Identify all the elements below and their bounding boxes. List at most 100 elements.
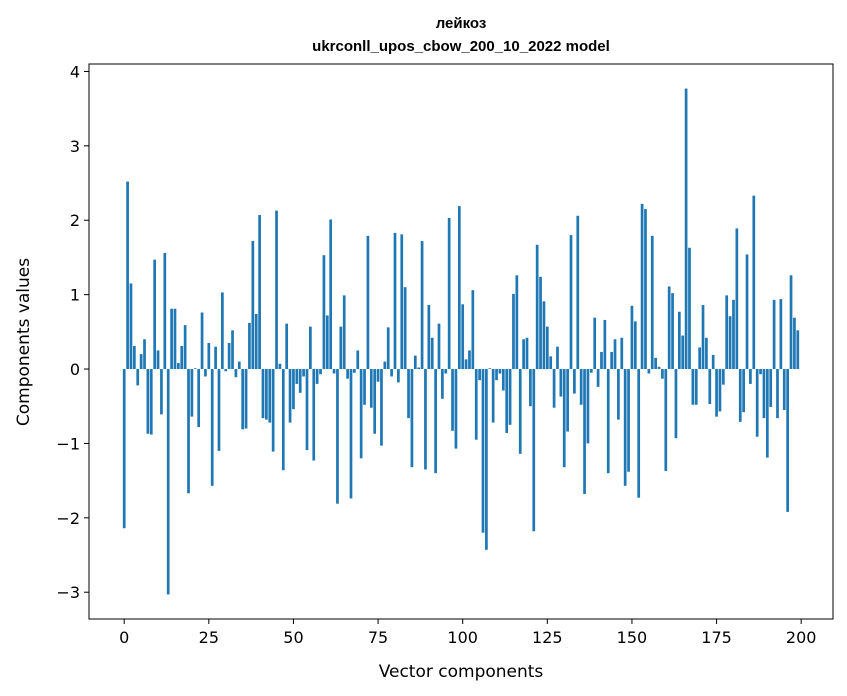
bar-component-177 [721, 369, 725, 385]
bar-component-28 [217, 369, 221, 451]
bar-component-147 [620, 337, 624, 370]
bar-component-50 [292, 369, 295, 410]
bar-component-82 [400, 234, 404, 370]
bar-component-60 [325, 315, 329, 370]
x-tick-label: 125 [532, 628, 563, 647]
plot-frame [88, 63, 834, 620]
bar-component-0 [122, 369, 126, 529]
bar-component-197 [789, 275, 793, 370]
bar-component-123 [539, 276, 542, 370]
bar-component-17 [180, 345, 184, 370]
bar-component-30 [224, 369, 228, 372]
y-tick-label: 1 [70, 286, 80, 305]
bar-component-24 [204, 369, 207, 377]
bar-component-79 [390, 369, 393, 377]
bar-component-192 [772, 299, 776, 370]
bar-component-171 [701, 305, 705, 370]
bar-component-127 [552, 369, 556, 408]
bar-component-101 [464, 359, 468, 370]
y-tick-label: −2 [56, 509, 80, 528]
bar-component-185 [749, 369, 752, 384]
bar-component-174 [711, 354, 715, 370]
x-tick-label: 75 [368, 628, 388, 647]
bar-component-6 [143, 339, 146, 370]
bar-component-168 [691, 369, 695, 405]
bar-component-53 [302, 369, 305, 377]
bar-component-8 [149, 369, 153, 435]
bar-component-130 [562, 369, 566, 468]
bar-component-186 [752, 195, 756, 370]
bar-component-160 [664, 369, 668, 471]
bar-component-92 [434, 369, 437, 474]
bar-component-37 [248, 322, 251, 370]
bar-component-55 [309, 326, 312, 370]
bar-component-179 [728, 316, 732, 370]
bar-component-163 [674, 369, 678, 439]
bar-component-5 [139, 354, 143, 370]
bar-component-155 [647, 369, 651, 374]
bar-component-74 [373, 369, 377, 434]
bar-component-175 [715, 369, 718, 417]
bar-component-46 [278, 363, 282, 370]
bar-component-51 [295, 369, 299, 384]
bar-component-107 [485, 369, 488, 550]
y-tick-label: 0 [70, 360, 80, 379]
bar-component-105 [478, 369, 481, 381]
bar-component-188 [759, 369, 762, 375]
bar-component-73 [369, 369, 373, 408]
bar-component-170 [698, 347, 701, 370]
bar-component-176 [718, 369, 722, 412]
bar-component-129 [559, 369, 563, 397]
bar-component-138 [589, 369, 593, 373]
bar-component-151 [633, 321, 637, 370]
bar-component-52 [298, 369, 302, 393]
bar-component-198 [793, 317, 796, 370]
bar-component-180 [732, 299, 735, 370]
bar-component-38 [251, 241, 255, 370]
bar-component-109 [491, 369, 495, 423]
bar-component-189 [762, 369, 766, 419]
bar-component-66 [346, 369, 349, 379]
bar-component-18 [183, 325, 187, 370]
bar-component-172 [705, 337, 708, 370]
bar-component-102 [468, 350, 471, 370]
bar-component-183 [742, 369, 745, 413]
bar-component-80 [393, 232, 397, 370]
bar-component-96 [447, 218, 451, 370]
bar-component-153 [640, 203, 644, 370]
bar-component-194 [779, 299, 783, 370]
bar-component-20 [190, 369, 194, 417]
bar-component-125 [545, 326, 549, 370]
bar-component-137 [586, 369, 590, 444]
bar-component-162 [671, 293, 674, 370]
bar-component-115 [512, 293, 515, 370]
bar-component-93 [437, 323, 441, 370]
y-tick-label: 3 [70, 137, 80, 156]
bar-component-70 [359, 369, 363, 459]
bar-component-191 [769, 369, 773, 407]
bar-component-117 [518, 369, 522, 454]
bar-component-54 [305, 369, 309, 451]
bar-component-67 [349, 369, 353, 499]
bar-component-2 [129, 283, 133, 370]
bar-component-100 [461, 304, 465, 370]
bar-component-140 [596, 369, 600, 387]
bar-component-118 [522, 339, 525, 370]
x-tick-label: 150 [617, 628, 648, 647]
bar-component-11 [160, 369, 163, 415]
y-tick-label: −3 [56, 583, 80, 602]
bar-component-21 [193, 368, 197, 370]
bar-component-19 [187, 369, 190, 494]
bar-component-26 [210, 369, 214, 486]
bar-component-166 [684, 88, 688, 370]
bar-component-113 [505, 369, 509, 434]
bar-component-182 [738, 369, 742, 422]
bar-component-9 [153, 259, 157, 370]
bar-component-32 [231, 330, 234, 370]
bar-component-29 [221, 292, 224, 370]
bar-component-195 [782, 369, 786, 410]
bar-component-196 [786, 369, 789, 512]
bar-component-184 [745, 254, 749, 370]
bar-component-89 [424, 369, 427, 470]
